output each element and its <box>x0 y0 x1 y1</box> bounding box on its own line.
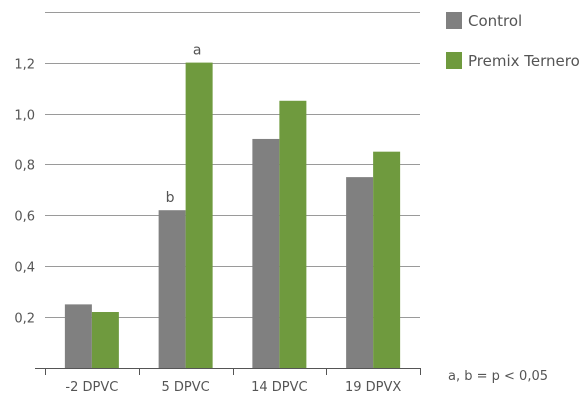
significance-label: a <box>193 43 202 59</box>
x-tick-label: -2 DPVC <box>65 380 118 395</box>
bar <box>158 210 186 368</box>
x-axis: -2 DPVC 5 DPVC 14 DPVC 19 DPVX <box>35 368 421 395</box>
x-tick-label: 5 DPVC <box>162 380 210 395</box>
legend: Control Premix Ternero <box>446 12 580 70</box>
legend-label: Control <box>468 12 522 30</box>
significance-annotations: ba <box>166 43 202 207</box>
gridlines <box>45 12 420 318</box>
y-tick-label: 0,6 <box>14 210 35 225</box>
bar <box>346 177 374 368</box>
y-tick-label: 0,2 <box>14 312 35 327</box>
legend-label: Premix Ternero <box>468 52 580 70</box>
bar <box>252 138 280 368</box>
legend-swatch <box>446 52 462 69</box>
legend-swatch <box>446 12 462 29</box>
y-axis-tick-labels: 0,2 0,4 0,6 0,8 1,0 1,2 <box>14 58 35 327</box>
bar <box>373 151 401 368</box>
y-tick-label: 1,0 <box>14 109 35 124</box>
y-tick-label: 1,2 <box>14 58 35 73</box>
significance-footnote: a, b = p < 0,05 <box>448 369 548 384</box>
x-tick-label: 19 DPVX <box>345 380 401 395</box>
bar <box>279 100 307 369</box>
y-tick-label: 0,4 <box>14 261 35 276</box>
significance-label: b <box>166 190 175 206</box>
bar <box>91 312 119 368</box>
bar <box>185 62 213 368</box>
bars <box>64 62 401 369</box>
x-tick-label: 14 DPVC <box>251 380 308 395</box>
y-tick-label: 0,8 <box>14 159 35 174</box>
bar <box>64 304 92 368</box>
